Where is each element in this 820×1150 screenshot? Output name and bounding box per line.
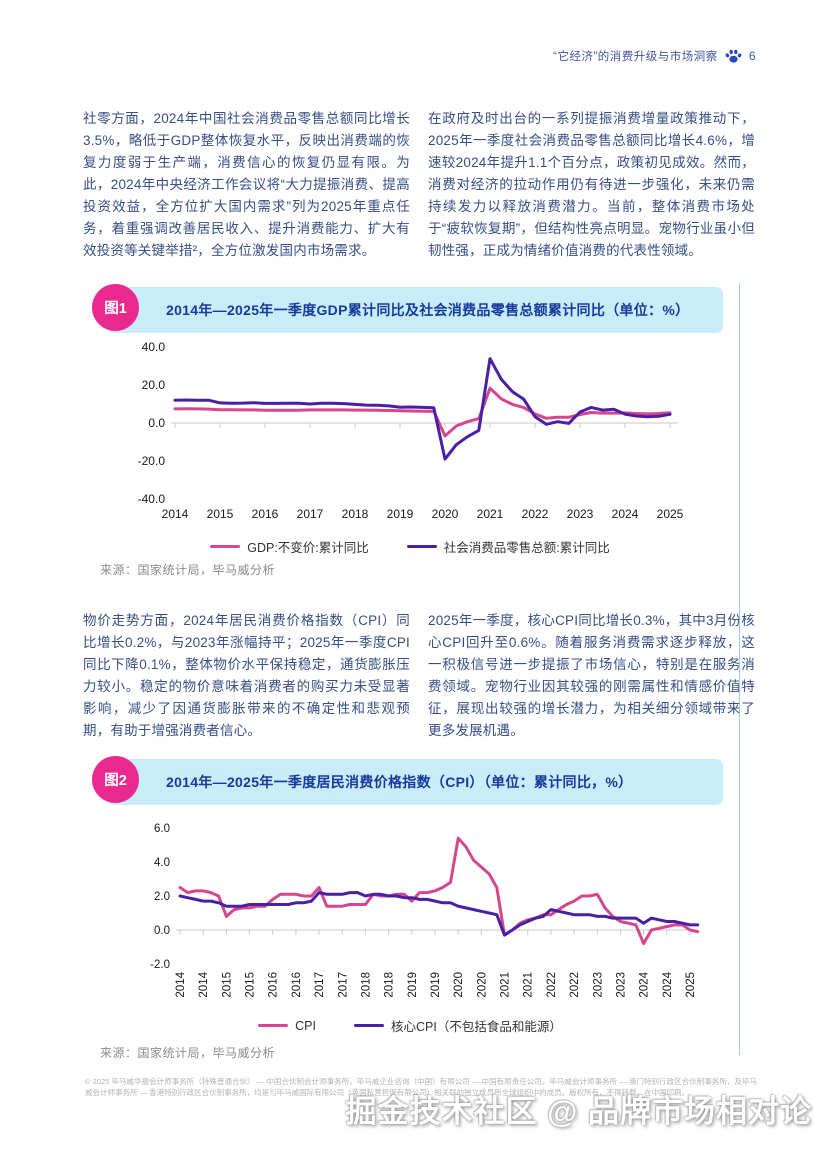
vertical-rule xyxy=(739,283,740,1055)
y-tick-label: -2.0 xyxy=(150,959,170,971)
series-line xyxy=(173,357,672,461)
x-tick-label: 2024 xyxy=(612,507,639,521)
cpi-line-swatch xyxy=(258,1024,289,1027)
figure2-title-band: 2014年—2025年一季度居民消费价格指数（CPI）（单位：累计同比，%） xyxy=(108,759,723,805)
paw-icon xyxy=(725,49,742,64)
series-line xyxy=(173,386,672,438)
y-tick-label: 40.0 xyxy=(142,340,166,354)
y-tick-label: 20.0 xyxy=(142,378,166,392)
x-tick-label: 2021 xyxy=(477,507,504,521)
figure1-title: 2014年—2025年一季度GDP累计同比及社会消费品零售总额累计同比（单位：%… xyxy=(166,302,690,318)
figure2-card: 图2 2014年—2025年一季度居民消费价格指数（CPI）（单位：累计同比，%… xyxy=(85,756,735,1018)
legend-item: GDP:不变价:累计同比 xyxy=(210,537,369,556)
paragraph-cpi-trend: 物价走势方面，2024年居民消费价格指数（CPI）同比增长0.2%，与2023年… xyxy=(83,613,410,738)
retail-line-swatch xyxy=(406,545,437,548)
x-tick-label: 2025 xyxy=(657,507,684,521)
x-tick-label: 2022 xyxy=(522,507,549,521)
x-tick-label: 2023 xyxy=(615,972,627,998)
x-tick-label: 2017 xyxy=(337,972,349,998)
legend-item: 社会消费品零售总额:累计同比 xyxy=(406,537,610,556)
page-number: 6 xyxy=(748,49,756,63)
figure1-badge: 图1 xyxy=(92,284,139,331)
legend-label: GDP:不变价:累计同比 xyxy=(247,541,369,555)
figure2-legend: CPI 核心CPI（不包括食品和能源） xyxy=(85,1016,735,1035)
figure1-card: 图1 2014年—2025年一季度GDP累计同比及社会消费品零售总额累计同比（单… xyxy=(85,284,735,538)
y-tick-label: 0.0 xyxy=(148,416,165,430)
core-cpi-line-swatch xyxy=(354,1024,384,1027)
x-tick-label: 2021 xyxy=(500,972,512,998)
figure1-legend: GDP:不变价:累计同比 社会消费品零售总额:累计同比 xyxy=(85,537,735,556)
x-tick-label: 2014 xyxy=(162,507,189,521)
x-tick-label: 2020 xyxy=(476,972,488,998)
footer-copyright: © 2025 毕马威华振会计师事务所（特殊普通合伙） — 中国合伙制会计师事务所… xyxy=(85,1077,757,1097)
paragraph-social-retail-2024: 社零方面，2024年中国社会消费品零售总额同比增长3.5%，略低于GDP整体恢复… xyxy=(83,111,410,258)
header-title: “它经济”的消费升级与市场洞察 xyxy=(553,51,718,63)
x-tick-label: 2016 xyxy=(268,972,280,998)
x-tick-label: 2014 xyxy=(175,971,187,997)
figure1-source: 来源：国家统计局，毕马威分析 xyxy=(100,563,276,577)
legend-label: 核心CPI（不包括食品和能源） xyxy=(391,1020,562,1034)
legend-label: 社会消费品零售总额:累计同比 xyxy=(443,541,610,555)
paragraph-core-cpi: 2025年一季度，核心CPI同比增长0.3%，其中3月份核心CPI回升至0.6%… xyxy=(428,613,755,738)
x-tick-label: 2019 xyxy=(430,972,442,998)
text-section-1: 社零方面，2024年中国社会消费品零售总额同比增长3.5%，略低于GDP整体恢复… xyxy=(83,108,755,262)
y-tick-label: -40.0 xyxy=(138,492,166,506)
x-tick-label: 2023 xyxy=(592,972,604,998)
x-tick-label: 2015 xyxy=(207,507,234,521)
y-tick-label: 2.0 xyxy=(154,891,170,903)
x-tick-label: 2018 xyxy=(360,972,372,998)
legend-item: 核心CPI（不包括食品和能源） xyxy=(354,1016,562,1035)
x-tick-label: 2018 xyxy=(342,507,369,521)
x-tick-label: 2022 xyxy=(546,972,558,998)
series-line xyxy=(178,891,700,937)
x-tick-label: 2016 xyxy=(291,972,303,998)
x-tick-label: 2017 xyxy=(297,507,324,521)
legend-label: CPI xyxy=(295,1018,316,1033)
x-tick-label: 2015 xyxy=(221,972,233,998)
y-tick-label: 6.0 xyxy=(154,823,170,835)
x-tick-label: 2014 xyxy=(198,971,210,997)
x-tick-label: 2021 xyxy=(523,972,535,998)
watermark: 掘金技术社区 @ 品牌市场相对论 xyxy=(345,1094,812,1129)
page-header: “它经济”的消费升级与市场洞察 6 xyxy=(0,48,756,64)
figure2-badge: 图2 xyxy=(92,756,139,803)
series-line xyxy=(178,836,700,946)
x-tick-label: 2015 xyxy=(245,972,257,998)
x-tick-label: 2023 xyxy=(567,507,594,521)
figure2-chart: 6.0 4.0 2.0 0.0 -2.0 2014 2014 2015 2015 2016 2016… xyxy=(150,823,700,998)
x-tick-label: 2019 xyxy=(387,507,414,521)
x-tick-label: 2019 xyxy=(407,972,419,998)
x-tick-label: 2024 xyxy=(639,971,651,997)
gdp-line-swatch xyxy=(210,545,241,548)
y-tick-label: 4.0 xyxy=(154,857,170,869)
y-tick-label: -20.0 xyxy=(138,454,166,468)
x-tick-label: 2020 xyxy=(432,507,459,521)
x-tick-label: 2025 xyxy=(685,972,697,998)
legend-item: CPI xyxy=(258,1019,316,1033)
x-tick-label: 2020 xyxy=(453,972,465,998)
figure2-source: 来源：国家统计局，毕马威分析 xyxy=(100,1046,276,1060)
y-tick-label: 0.0 xyxy=(154,925,170,937)
x-tick-label: 2016 xyxy=(252,507,279,521)
x-tick-label: 2018 xyxy=(384,972,396,998)
text-section-2: 物价走势方面，2024年居民消费价格指数（CPI）同比增长0.2%，与2023年… xyxy=(83,610,755,742)
x-tick-label: 2022 xyxy=(569,972,581,998)
figure1-title-band: 2014年—2025年一季度GDP累计同比及社会消费品零售总额累计同比（单位：%… xyxy=(108,287,723,333)
paragraph-policy-2025: 在政府及时出台的一系列提振消费增量政策推动下，2025年一季度社会消费品零售总额… xyxy=(428,111,755,258)
x-tick-label: 2024 xyxy=(662,971,674,997)
x-tick-label: 2017 xyxy=(314,972,326,998)
figure2-title: 2014年—2025年一季度居民消费价格指数（CPI）（单位：累计同比，%） xyxy=(166,774,633,790)
